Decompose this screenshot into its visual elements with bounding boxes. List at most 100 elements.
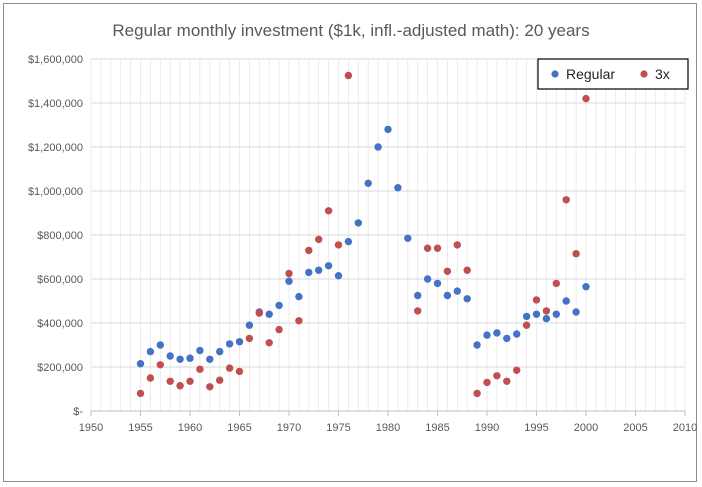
x-tick-label: 2000 xyxy=(574,422,598,434)
data-point-regular xyxy=(216,347,224,356)
data-point-regular xyxy=(453,287,461,295)
data-point-3x xyxy=(562,196,570,204)
y-tick-label: $- xyxy=(73,406,83,418)
y-tick-label: $1,200,000 xyxy=(28,142,83,154)
data-point-regular xyxy=(384,125,392,134)
chart-frame: Regular monthly investment ($1k, infl.-a… xyxy=(3,3,697,482)
data-point-3x xyxy=(255,309,263,317)
data-point-regular xyxy=(136,360,145,368)
data-point-regular xyxy=(206,355,214,363)
data-point-regular xyxy=(483,331,491,339)
data-point-3x xyxy=(225,364,234,372)
data-point-regular xyxy=(305,268,313,277)
data-point-3x xyxy=(522,321,531,329)
data-point-3x xyxy=(344,71,353,80)
data-point-regular xyxy=(404,234,412,242)
y-tick-label: $400,000 xyxy=(37,318,83,330)
data-point-regular xyxy=(503,334,511,343)
data-point-3x xyxy=(206,383,214,391)
data-point-regular xyxy=(295,292,303,301)
data-point-regular xyxy=(522,312,531,321)
y-tick-label: $800,000 xyxy=(37,230,83,242)
data-point-regular xyxy=(532,310,541,318)
data-point-3x xyxy=(275,325,283,334)
y-tick-label: $600,000 xyxy=(37,274,83,286)
x-tick-label: 1990 xyxy=(475,422,499,434)
data-point-regular xyxy=(324,262,333,270)
data-point-regular xyxy=(552,310,560,318)
data-point-3x xyxy=(295,317,303,325)
data-point-3x xyxy=(334,241,343,249)
data-point-3x xyxy=(433,244,442,252)
data-point-regular xyxy=(364,179,372,187)
data-point-regular xyxy=(315,266,323,274)
data-point-3x xyxy=(166,377,174,385)
data-point-3x xyxy=(196,365,204,373)
legend-marker-regular xyxy=(551,70,559,78)
data-point-regular xyxy=(513,330,521,338)
x-tick-label: 1995 xyxy=(524,422,548,434)
legend-label-3x: 3x xyxy=(655,66,670,82)
data-point-regular xyxy=(572,308,580,316)
x-tick-label: 1980 xyxy=(376,422,400,434)
data-point-3x xyxy=(552,279,560,288)
data-point-regular xyxy=(146,347,155,356)
data-point-3x xyxy=(513,366,521,374)
y-tick-label: $1,400,000 xyxy=(28,98,83,110)
x-tick-label: 1975 xyxy=(326,422,350,434)
data-point-3x xyxy=(186,377,194,385)
data-point-3x xyxy=(216,376,224,384)
x-tick-label: 2005 xyxy=(623,422,647,434)
data-point-3x xyxy=(265,339,273,347)
x-tick-label: 1960 xyxy=(178,422,202,434)
chart-title: Regular monthly investment ($1k, infl.-a… xyxy=(112,21,589,40)
x-tick-label: 1985 xyxy=(425,422,449,434)
x-tick-label: 1950 xyxy=(79,422,103,434)
data-point-3x xyxy=(443,267,452,275)
data-point-3x xyxy=(324,207,333,215)
data-point-regular xyxy=(186,354,194,362)
data-point-3x xyxy=(245,334,254,343)
y-tick-label: $200,000 xyxy=(37,362,83,374)
legend-box xyxy=(537,58,689,90)
data-point-3x xyxy=(423,244,432,252)
data-point-regular xyxy=(374,143,382,151)
legend: Regular 3x xyxy=(537,58,689,90)
data-point-3x xyxy=(414,307,422,315)
data-point-regular xyxy=(176,355,184,363)
legend-label-regular: Regular xyxy=(566,66,615,82)
data-point-regular xyxy=(344,237,353,246)
data-point-3x xyxy=(146,374,155,382)
data-point-regular xyxy=(156,341,164,349)
data-point-regular xyxy=(285,277,293,285)
x-tick-label: 1970 xyxy=(277,422,301,434)
x-tick-label: 1965 xyxy=(227,422,251,434)
data-point-regular xyxy=(354,219,362,227)
data-point-3x xyxy=(483,378,491,387)
data-point-regular xyxy=(275,301,283,310)
data-point-3x xyxy=(156,361,164,369)
data-point-regular xyxy=(433,279,442,288)
data-point-3x xyxy=(285,269,293,278)
chart-canvas: Regular monthly investment ($1k, infl.-a… xyxy=(28,21,697,434)
data-point-regular xyxy=(542,314,551,323)
data-point-3x xyxy=(473,389,481,398)
points-layer xyxy=(136,71,590,398)
data-point-regular xyxy=(414,291,422,300)
data-point-regular xyxy=(245,321,254,329)
data-point-3x xyxy=(532,296,541,304)
data-point-3x xyxy=(315,235,323,244)
data-point-3x xyxy=(582,94,590,103)
data-point-regular xyxy=(334,272,343,280)
legend-marker-3x xyxy=(640,70,648,78)
data-point-regular xyxy=(423,275,432,283)
data-point-regular xyxy=(265,310,273,318)
data-point-regular xyxy=(394,184,402,192)
data-point-regular xyxy=(235,338,244,346)
y-tick-label: $1,600,000 xyxy=(28,54,83,66)
data-point-3x xyxy=(503,377,511,385)
data-point-3x xyxy=(493,372,501,380)
data-point-3x xyxy=(542,307,551,315)
data-point-regular xyxy=(493,329,501,337)
axis-layer: $- $200,000 $400,000 $600,000 $800,000 $1,000… xyxy=(28,54,697,434)
